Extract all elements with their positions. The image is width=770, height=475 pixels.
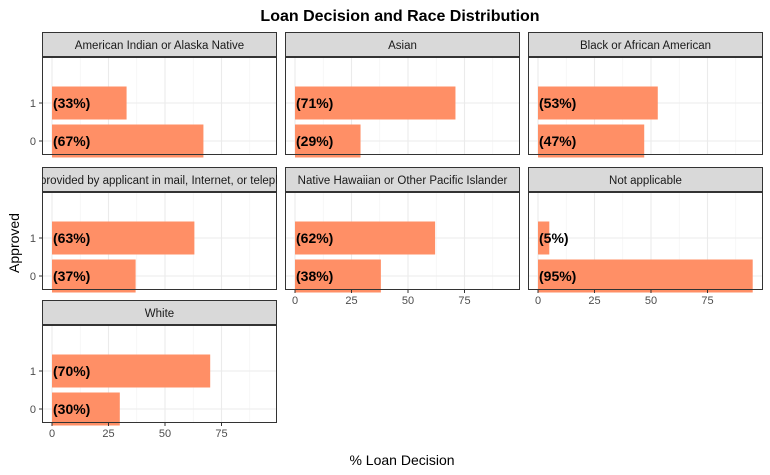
- y-tick-label: 1: [30, 366, 36, 378]
- bar-data-label: (5%): [539, 230, 569, 246]
- facet-strip-label: Black or African American: [580, 40, 711, 52]
- facet-strip-label: American Indian or Alaska Native: [75, 40, 244, 52]
- y-tick-label: 1: [30, 233, 36, 245]
- y-axis-title: Approved: [6, 213, 22, 273]
- bar-data-label: (33%): [53, 95, 90, 111]
- facet-strip: [42, 167, 277, 192]
- x-tick-label: 50: [645, 295, 657, 307]
- facet-strip: [42, 300, 277, 325]
- facet-strip: [285, 167, 520, 192]
- bar-data-label: (37%): [53, 268, 90, 284]
- bar: [295, 124, 361, 158]
- facet-panel: Information not provided by applicant in…: [0, 167, 359, 293]
- facet-panel-border: [42, 192, 277, 290]
- facet-strip: [528, 167, 763, 192]
- facet-strip-label: Not applicable: [609, 175, 682, 187]
- facet-panel-border: [528, 57, 763, 155]
- x-axis-title: % Loan Decision: [349, 452, 454, 468]
- bar: [538, 221, 550, 255]
- bar: [538, 86, 658, 120]
- bar: [295, 259, 381, 293]
- bar: [52, 221, 195, 255]
- bar-data-label: (38%): [296, 268, 333, 284]
- x-tick-label: 75: [701, 295, 713, 307]
- facet-panel: Native Hawaiian or Other Pacific Islande…: [285, 167, 520, 307]
- bar: [52, 392, 120, 426]
- bar-data-label: (62%): [296, 230, 333, 246]
- x-tick-label: 25: [588, 295, 600, 307]
- bar-data-label: (70%): [53, 363, 90, 379]
- bar-data-label: (95%): [539, 268, 576, 284]
- facet-panel: American Indian or Alaska Native (33%) (67…: [30, 32, 277, 158]
- x-tick-label: 0: [535, 295, 541, 307]
- bar-data-label: (63%): [53, 230, 90, 246]
- x-tick-label: 75: [215, 428, 227, 440]
- facet-panel: Black or African American (53%) (47%): [528, 32, 763, 158]
- bar-data-label: (30%): [53, 401, 90, 417]
- facet-strip-label: Native Hawaiian or Other Pacific Islande…: [298, 175, 508, 187]
- bar: [52, 259, 136, 293]
- facet-strip: [42, 32, 277, 57]
- facet-strip: [528, 32, 763, 57]
- facet-panel-border: [42, 325, 277, 423]
- x-tick-label: 0: [292, 295, 298, 307]
- bar-data-label: (47%): [539, 133, 576, 149]
- facet-panel-border: [528, 192, 763, 290]
- y-tick-label: 0: [30, 136, 36, 148]
- bar-data-label: (71%): [296, 95, 333, 111]
- x-tick-label: 0: [49, 428, 55, 440]
- facet-panel: Asian (71%) (29%): [285, 32, 520, 158]
- chart-title: Loan Decision and Race Distribution: [260, 8, 539, 25]
- facet-strip-label: Asian: [388, 40, 417, 52]
- y-tick-label: 1: [30, 98, 36, 110]
- facet-panel-border: [285, 192, 520, 290]
- y-tick-label: 0: [30, 404, 36, 416]
- bar: [52, 86, 127, 120]
- bar: [52, 354, 211, 388]
- x-tick-label: 25: [345, 295, 357, 307]
- y-tick-label: 0: [30, 271, 36, 283]
- bar: [538, 124, 645, 158]
- x-tick-label: 50: [159, 428, 171, 440]
- facet-panel: Not applicable (5%) (95%) 0 25 50 75: [528, 167, 763, 307]
- x-tick-label: 50: [402, 295, 414, 307]
- x-tick-label: 75: [458, 295, 470, 307]
- panels-layer: American Indian or Alaska Native (33%) (67…: [0, 32, 763, 440]
- x-tick-label: 25: [102, 428, 114, 440]
- facet-strip: [285, 32, 520, 57]
- bar: [538, 259, 753, 293]
- bar-data-label: (67%): [53, 133, 90, 149]
- facet-panel-border: [42, 57, 277, 155]
- bar: [295, 86, 456, 120]
- facet-strip-label: Information not provided by applicant in…: [0, 175, 359, 187]
- bar-data-label: (29%): [296, 133, 333, 149]
- bar: [52, 124, 204, 158]
- bar: [295, 221, 436, 255]
- bar-data-label: (53%): [539, 95, 576, 111]
- facet-strip-label: White: [145, 308, 174, 320]
- facet-panel: White (70%) (30%) 1 0 0 25 50 75: [30, 300, 277, 440]
- facet-panel-border: [285, 57, 520, 155]
